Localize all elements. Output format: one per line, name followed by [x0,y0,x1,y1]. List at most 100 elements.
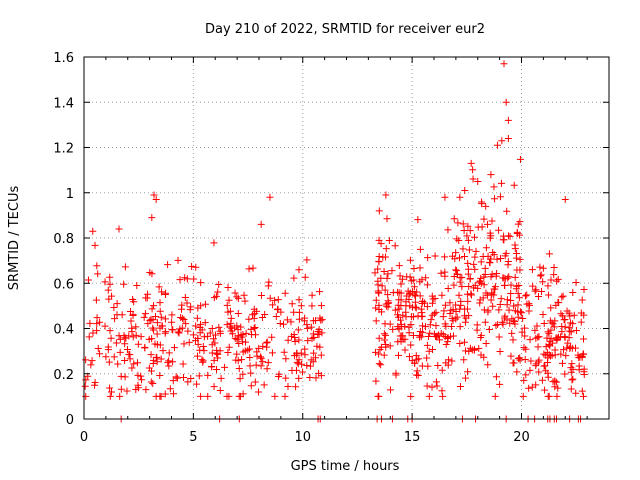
data-point [478,223,486,231]
data-point [520,344,528,352]
data-point [497,254,505,262]
data-point [375,253,383,261]
data-point [221,363,229,371]
data-point [535,368,543,376]
data-point [393,311,401,319]
data-point [492,373,500,381]
data-point [562,352,570,360]
data-point [519,392,527,400]
data-point [536,263,544,271]
data-point [134,340,142,348]
data-point [372,317,380,325]
data-point [558,312,566,320]
data-point [93,314,101,322]
data-point [501,281,509,289]
data-point [572,279,580,287]
data-point [262,339,270,347]
data-point [493,141,501,149]
data-point [88,357,96,365]
data-point [303,321,311,329]
axis-ticks [83,56,609,420]
data-point [453,235,461,243]
data-point [508,329,516,337]
data-point [474,284,482,292]
data-point [477,258,485,266]
data-point [127,317,135,325]
data-point [148,214,156,222]
data-point [570,311,578,319]
data-point [156,324,164,332]
data-point [177,305,185,313]
data-point [247,369,255,377]
data-point [161,290,169,298]
data-point [477,279,485,287]
data-point [295,266,303,274]
data-point [467,290,475,298]
data-point [157,313,165,321]
data-point [482,340,490,348]
data-point [461,318,469,326]
data-point [309,330,317,338]
data-point [539,264,547,272]
data-point [470,233,478,241]
data-point [446,310,454,318]
data-point [493,269,501,277]
data-point [550,323,558,331]
data-point [516,155,524,163]
data-point [538,287,546,295]
data-point [441,301,449,309]
data-point [401,346,409,354]
data-point [504,274,512,282]
data-point [417,305,425,313]
data-point [546,317,554,325]
data-point [432,322,440,330]
data-point [168,318,176,326]
data-point [535,356,543,364]
data-point [466,227,474,235]
data-point [210,239,218,247]
data-point [558,293,566,301]
data-point [428,383,436,391]
data-point [141,343,149,351]
data-point [106,392,114,400]
data-point [233,350,241,358]
data-point [93,327,101,335]
data-point [500,314,508,322]
data-point [118,311,126,319]
data-point [310,349,318,357]
data-point [316,343,324,351]
data-point [128,364,136,372]
data-point [424,254,432,262]
data-point [209,335,217,343]
data-point [91,241,99,249]
data-point [412,304,420,312]
data-point [148,305,156,313]
data-point [456,193,464,201]
grid [84,57,609,419]
data-point [480,215,488,223]
data-point [537,271,545,279]
data-point [308,302,316,310]
data-point [223,392,231,400]
data-point [161,315,169,323]
data-point [197,320,205,328]
data-point [526,366,534,374]
data-point [405,323,413,331]
data-point [464,368,472,376]
data-point [507,352,515,360]
data-point [414,216,422,224]
data-point [121,340,129,348]
data-point [544,392,552,400]
data-point [157,355,165,363]
data-point [301,345,309,353]
data-point [557,350,565,358]
data-point [307,362,315,370]
data-point [442,340,450,348]
data-point [518,328,526,336]
data-point [164,261,172,269]
data-point [510,181,518,189]
data-point [208,363,216,371]
data-point [179,360,187,368]
data-point [138,376,146,384]
data-point [274,373,282,381]
